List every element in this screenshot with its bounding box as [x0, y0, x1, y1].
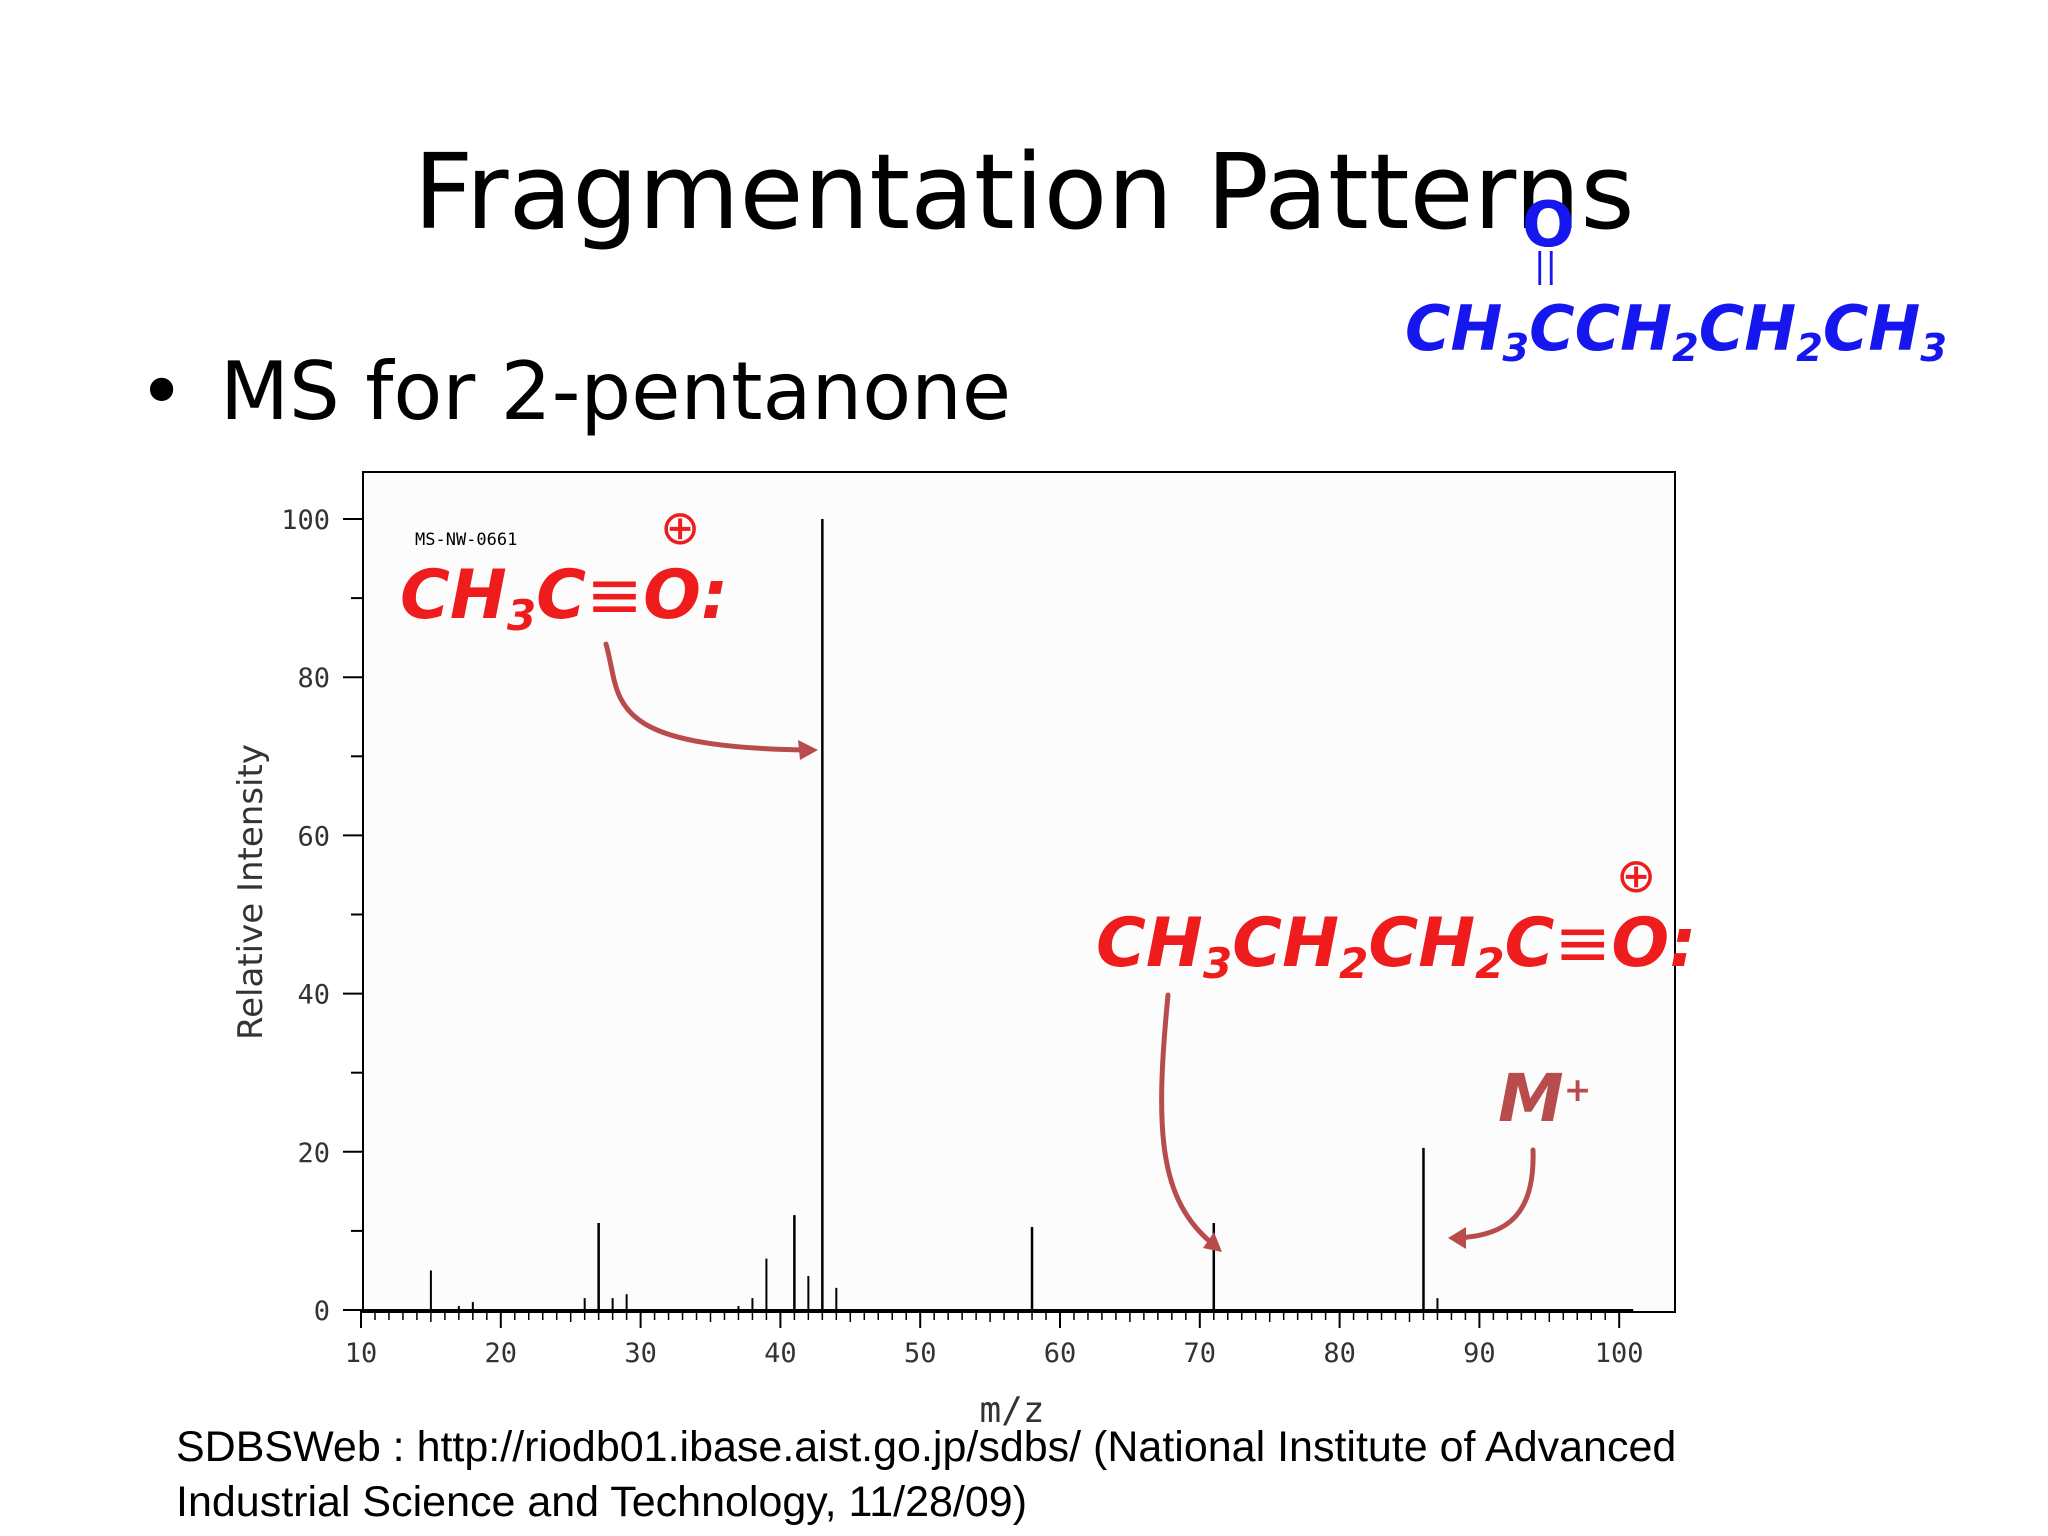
x-axis-label: m/z: [979, 1390, 1044, 1431]
triple-bond: ≡: [586, 556, 644, 635]
source-line-2: Industrial Science and Technology, 11/28…: [176, 1478, 1028, 1526]
label-part: CH: [1368, 904, 1476, 983]
label-part: CH: [1232, 904, 1339, 983]
formula-part: CH: [1405, 292, 1503, 365]
carbonyl-oxygen: O: [1522, 188, 1575, 261]
x-tick-label: 100: [1595, 1338, 1644, 1369]
slide-title: Fragmentation Patterns: [413, 131, 1635, 253]
y-tick-label: 40: [297, 980, 330, 1011]
formula-part: CCH: [1529, 292, 1673, 365]
label-part: C: [1504, 904, 1555, 983]
x-tick-label: 80: [1323, 1338, 1356, 1369]
source-line-1: SDBSWeb : http://riodb01.ibase.aist.go.j…: [176, 1423, 1677, 1471]
label-subscript: 3: [1202, 938, 1233, 988]
x-tick-label: 30: [624, 1338, 657, 1369]
arrowhead-molecular-ion: [1448, 1227, 1466, 1249]
arrow-to-molecular-ion: [1453, 1147, 1536, 1241]
y-tick-label: 0: [314, 1296, 330, 1327]
x-tick-label: 10: [345, 1338, 378, 1369]
y-axis-label: Relative Intensity: [231, 744, 271, 1040]
arrow-to-mz71: [1159, 992, 1217, 1248]
x-tick-label: 90: [1463, 1338, 1496, 1369]
formula-subscript: 3: [1502, 325, 1530, 371]
arrow-to-mz43: [603, 641, 815, 753]
x-tick-label: 70: [1184, 1338, 1217, 1369]
formula-part: CH: [1698, 292, 1797, 365]
charge-symbol-acylium1: ⊕: [660, 500, 701, 556]
peaks: [429, 519, 1439, 1310]
triple-bond: ≡: [1554, 904, 1612, 983]
x-axis: 10 20 30 40 50 60 70 80 90 100: [345, 1309, 1644, 1369]
spectrum-id: MS-NW-0661: [415, 530, 517, 550]
x-tick-label: 40: [764, 1338, 797, 1369]
acylium-ion-label-mz71: CH3CH2CH2C≡O:: [1096, 904, 1696, 988]
label-part: O:: [1611, 904, 1697, 983]
double-bond: ||: [1534, 246, 1557, 286]
label-subscript: 3: [506, 590, 537, 640]
formula-part: CH: [1822, 292, 1921, 365]
y-tick-label: 100: [281, 505, 330, 536]
x-tick-label: 20: [485, 1338, 518, 1369]
label-part: O:: [643, 556, 729, 635]
label-subscript: 2: [1339, 938, 1369, 988]
x-tick-label: 60: [1044, 1338, 1077, 1369]
acylium-ion-label-mz43: CH3C≡O:: [400, 556, 728, 640]
molecular-ion-label: M+: [1498, 1060, 1591, 1137]
arrowhead-mz43: [798, 740, 818, 760]
label-part: M: [1498, 1060, 1564, 1137]
label-subscript: 2: [1475, 938, 1505, 988]
y-tick-label: 80: [297, 663, 330, 694]
label-part: CH: [400, 556, 507, 635]
pentanone-formula: CH3CCH2CH2CH3: [1405, 292, 1947, 371]
y-tick-label: 60: [297, 821, 330, 852]
y-tick-label: 20: [297, 1138, 330, 1169]
formula-subscript: 3: [1920, 325, 1947, 371]
formula-subscript: 2: [1672, 325, 1699, 371]
charge-superscript: +: [1563, 1070, 1592, 1110]
arrowhead-mz71: [1203, 1232, 1222, 1252]
formula-subscript: 2: [1796, 325, 1823, 371]
label-part: C: [536, 556, 587, 635]
bullet-item: • MS for 2-pentanone: [138, 352, 1011, 432]
charge-symbol-acylium2: ⊕: [1616, 848, 1657, 904]
x-tick-label: 50: [904, 1338, 937, 1369]
label-part: CH: [1096, 904, 1203, 983]
y-axis: 0 20 40 60 80 100: [281, 505, 364, 1327]
bullet-text: MS for 2-pentanone: [220, 345, 1012, 438]
plot-background: [362, 471, 1676, 1313]
source-citation: SDBSWeb : http://riodb01.ibase.aist.go.j…: [176, 1420, 1676, 1530]
